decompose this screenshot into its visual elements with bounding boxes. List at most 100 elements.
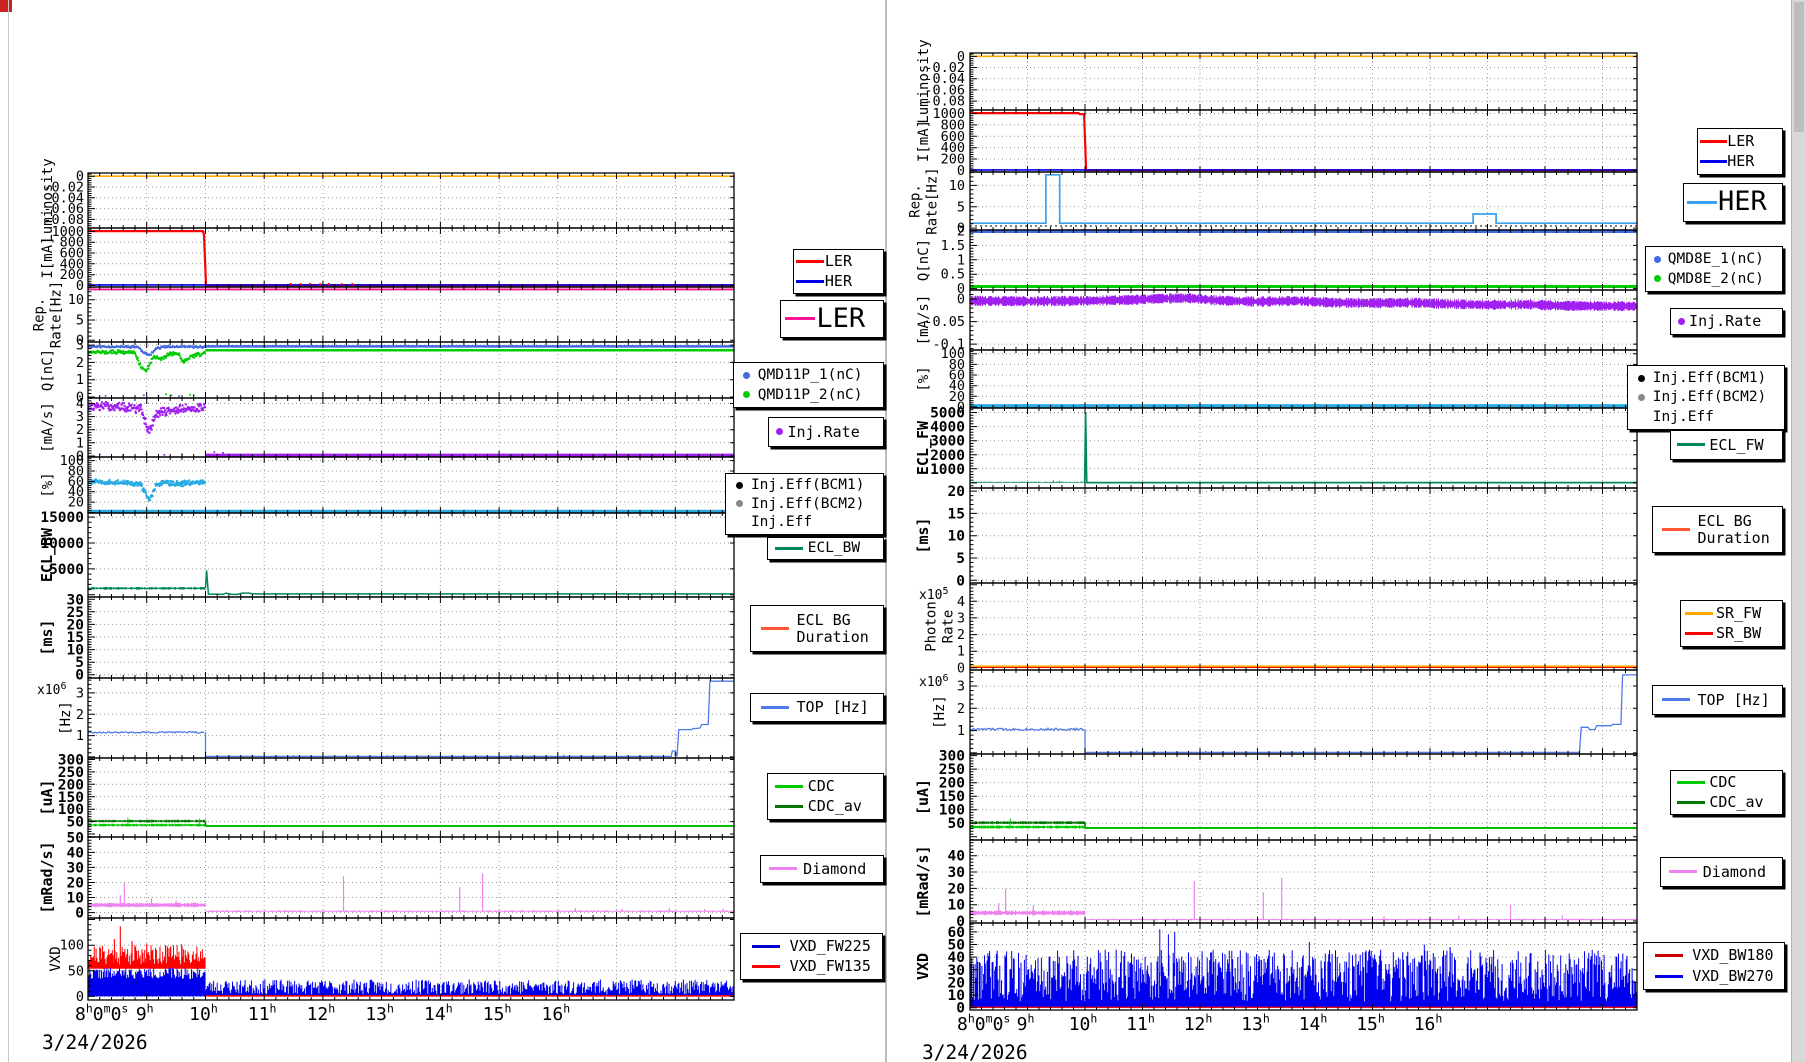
legend-label: LER <box>824 252 852 271</box>
y-tick-label: 80 <box>949 357 965 373</box>
series-ECL_FW <box>970 481 1085 483</box>
legend-label: Inj.Rate <box>1689 312 1762 331</box>
legend-label: VXD_BW270 <box>1692 966 1774 985</box>
legend-cdc: CDC CDC_av <box>1670 770 1783 815</box>
y-tick-label: 100 <box>58 802 84 818</box>
legend-line-swatch <box>1668 870 1697 874</box>
y-tick-label: 15000 <box>40 510 84 526</box>
series-Inj.Rate <box>88 400 207 434</box>
legend-item: CDC_av <box>770 798 881 815</box>
y-axis-title: I[mA] <box>40 236 56 278</box>
legend-line-swatch <box>1700 159 1728 163</box>
legend-symbol <box>1673 443 1709 447</box>
legend-top-hz-: TOP [Hz] <box>750 693 884 722</box>
legend-label: TOP [Hz] <box>1697 690 1770 709</box>
legend-item: Diamond <box>1663 863 1780 881</box>
legend-item: TOP [Hz] <box>753 699 881 716</box>
gridlines <box>88 597 734 678</box>
legend-symbol <box>1648 275 1668 283</box>
legend-label: CDC <box>1709 773 1737 792</box>
legend-line-swatch <box>1662 698 1691 702</box>
legend-label: Inj.Eff <box>750 514 813 531</box>
gridlines <box>88 173 734 228</box>
scrollbar[interactable] <box>1791 0 1806 1062</box>
axis-ticks <box>87 918 735 1000</box>
legend-line-swatch <box>760 627 789 630</box>
y-tick-label: 1 <box>957 723 965 739</box>
y-axis-title: Rep. <box>32 298 48 332</box>
y-tick-label: -0.06 <box>43 201 84 217</box>
series-CDC <box>88 819 206 823</box>
legend-label: ECL_BW <box>807 540 861 557</box>
plot-border <box>87 286 735 343</box>
y-axis-title: Rate[Hz] <box>49 281 65 348</box>
y-tick-label: 40 <box>948 849 965 865</box>
legend-item: VXD_BW180 <box>1646 947 1782 964</box>
series-spikes <box>1052 480 1061 483</box>
axis-ticks <box>87 678 735 758</box>
series-spikes <box>1159 929 1451 977</box>
y-tick-label: 1 <box>76 728 84 744</box>
legend-symbol <box>1646 974 1692 978</box>
y-tick-label: 20 <box>948 975 965 991</box>
legend-item: QMD8E_1(nC) <box>1648 251 1780 267</box>
y-tick-label: 30 <box>67 592 84 608</box>
axis-ticks <box>87 597 735 678</box>
y-tick-label: 10 <box>67 891 84 907</box>
subplot-rep-rate: 10 5 0 Rep. Rate[Hz] <box>32 281 735 349</box>
legend-line-swatch <box>752 964 781 968</box>
x-tick-label: 15h <box>483 1001 512 1025</box>
y-tick-label: 15 <box>67 630 84 646</box>
gridlines <box>970 670 1637 754</box>
legend-item: CDC_av <box>1673 793 1780 811</box>
series-ECL_BW <box>88 586 206 590</box>
y-tick-label: 50 <box>67 830 84 846</box>
gridlines <box>88 398 734 457</box>
series-Inj.Eff <box>88 478 207 502</box>
legend-label: Inj.Eff(BCM2) <box>1652 389 1767 406</box>
y-tick-label: 2 <box>76 355 84 371</box>
y-tick-label: 0 <box>957 163 965 179</box>
y-tick-label: 0 <box>75 668 84 684</box>
series-spikes <box>113 926 183 966</box>
legend-line-swatch <box>774 546 803 550</box>
y-tick-label: 200 <box>58 777 84 793</box>
legend-line-swatch <box>1677 781 1706 785</box>
y-tick-label: 400 <box>60 256 84 272</box>
series-spikes <box>1193 877 1563 920</box>
x-tick-label: 9h <box>1017 1011 1035 1035</box>
legend-label: Inj.Eff(BCM2) <box>750 495 865 512</box>
scrollbar-thumb[interactable] <box>1794 2 1804 132</box>
legend-label: Inj.Eff(BCM1) <box>1652 370 1767 387</box>
y-tick-label: 0 <box>76 278 84 294</box>
y-tick-label: 80 <box>68 464 84 480</box>
y-tick-label: 10 <box>948 529 965 545</box>
x-tick-label: 12h <box>1184 1011 1213 1035</box>
legend-label: LER <box>1727 132 1755 151</box>
y-tick-label: 250 <box>58 765 84 781</box>
axis-ticks <box>969 923 1638 1010</box>
axis-ticks <box>969 840 1638 923</box>
gridlines <box>88 228 734 287</box>
y-tick-label: 200 <box>60 267 84 283</box>
plot-border <box>969 669 1638 755</box>
y-tick-label: 5000 <box>930 406 965 422</box>
subplot-charge: 321 0 Q[nC] <box>40 338 735 406</box>
y-tick-label: 0 <box>957 292 965 308</box>
legend-symbol <box>1686 200 1718 204</box>
series-VXD_FW225 <box>88 967 206 997</box>
x-tick-label: 13h <box>365 1001 394 1025</box>
y-tick-label: 3000 <box>930 434 965 450</box>
x-axis-origin-label: 8h0m0s <box>75 1001 128 1025</box>
y-axis-title: Rate[Hz] <box>925 167 941 234</box>
legend-label: Diamond <box>803 859 867 878</box>
gridlines <box>970 583 1637 670</box>
plot-border <box>87 917 735 1001</box>
series-poly <box>1084 827 1637 829</box>
y-tick-label: 0 <box>76 169 84 185</box>
y-axis-title: [%] <box>40 472 56 497</box>
plot-border <box>969 171 1638 231</box>
